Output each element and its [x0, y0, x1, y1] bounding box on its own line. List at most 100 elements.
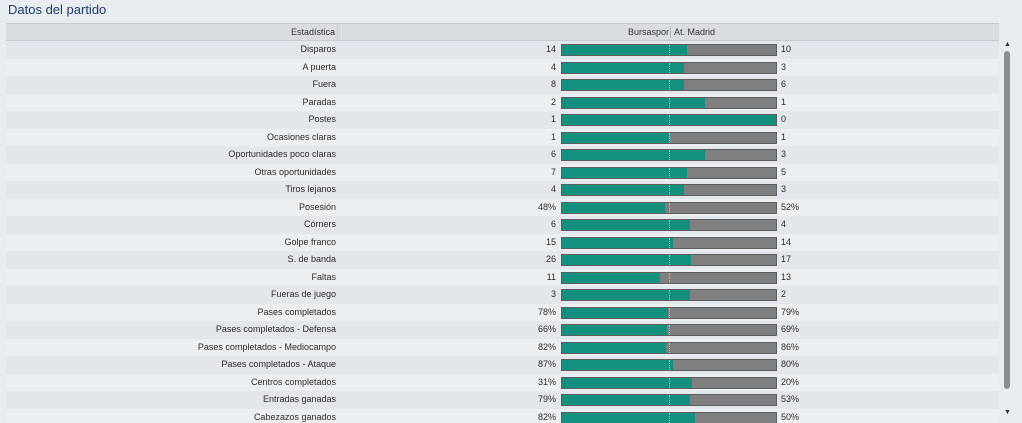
- home-value: 31%: [537, 376, 556, 387]
- bar-midline: [669, 220, 670, 230]
- table-row[interactable]: Faltas 11 13: [6, 268, 999, 286]
- comparison-bar: [561, 44, 777, 56]
- bar-midline: [669, 80, 670, 90]
- match-stats-table: Estadística Bursaspor At. Madrid Disparo…: [6, 23, 999, 423]
- bar-midline: [669, 272, 670, 283]
- away-value: 53%: [781, 394, 800, 404]
- scroll-up-icon[interactable]: ▲: [1004, 41, 1011, 48]
- bar-midline: [669, 115, 670, 125]
- comparison-bar: [561, 131, 777, 144]
- home-value: 6: [550, 219, 556, 229]
- scroll-down-icon[interactable]: ▼: [1004, 409, 1011, 416]
- table-row[interactable]: Pases completados - Mediocampo 82% 86%: [6, 338, 999, 356]
- away-value: 1: [781, 96, 787, 107]
- table-row[interactable]: Disparos 14 10: [6, 41, 999, 59]
- comparison-bar: [561, 236, 777, 249]
- bar-midline: [669, 62, 670, 73]
- table-header: Estadística Bursaspor At. Madrid: [6, 23, 999, 41]
- column-header-away[interactable]: At. Madrid: [674, 27, 716, 37]
- table-row[interactable]: Tiros lejanos 4 3: [6, 181, 999, 199]
- stat-label: Paradas: [302, 96, 336, 107]
- table-row[interactable]: Posesión 48% 52%: [6, 198, 999, 216]
- home-share-fill: [562, 132, 669, 143]
- table-row[interactable]: Pases completados - Ataque 87% 80%: [6, 356, 999, 374]
- bar-midline: [669, 360, 670, 370]
- table-row[interactable]: Entradas ganadas 79% 53%: [6, 391, 999, 409]
- away-value: 69%: [781, 324, 800, 334]
- stat-label: Ocasiones claras: [266, 131, 336, 142]
- stat-label: S. de banda: [287, 254, 336, 264]
- table-row[interactable]: S. de banda 26 17: [6, 251, 999, 269]
- away-value: 10: [781, 44, 792, 54]
- home-share-fill: [562, 202, 665, 213]
- away-value: 52%: [781, 201, 800, 212]
- table-row[interactable]: Córners 6 4: [6, 216, 999, 234]
- home-value: 4: [550, 61, 556, 72]
- stat-label: Oportunidades poco claras: [228, 149, 336, 159]
- away-value: 13: [781, 271, 792, 282]
- stat-label: Pases completados - Mediocampo: [197, 341, 336, 352]
- away-value: 6: [781, 79, 787, 89]
- home-value: 48%: [537, 201, 556, 212]
- table-row[interactable]: Oportunidades poco claras 6 3: [6, 146, 999, 164]
- bar-midline: [669, 412, 670, 423]
- home-share-fill: [562, 255, 692, 265]
- stat-label: Tiros lejanos: [285, 184, 336, 194]
- comparison-bar: [561, 184, 777, 196]
- bar-midline: [669, 97, 670, 108]
- table-row[interactable]: Ocasiones claras 1 1: [6, 128, 999, 146]
- home-share-fill: [562, 307, 669, 318]
- table-row[interactable]: A puerta 4 3: [6, 58, 999, 76]
- column-header-stat[interactable]: Estadística: [6, 24, 338, 40]
- column-header-home[interactable]: Bursaspor: [627, 27, 669, 37]
- comparison-bar: [561, 271, 777, 284]
- comparison-bar: [561, 219, 777, 231]
- home-value: 14: [545, 44, 556, 54]
- away-value: 17: [781, 254, 792, 264]
- away-value: 14: [781, 236, 792, 247]
- home-value: 6: [550, 149, 556, 159]
- home-value: 4: [550, 184, 556, 194]
- bar-midline: [669, 185, 670, 195]
- stat-label: Cabezazos ganados: [253, 411, 336, 422]
- away-value: 79%: [781, 306, 800, 317]
- home-value: 1: [550, 114, 556, 124]
- bar-midline: [669, 167, 670, 178]
- comparison-bar: [561, 166, 777, 179]
- table-row[interactable]: Cabezazos ganados 82% 50%: [6, 408, 999, 423]
- home-share-fill: [562, 45, 687, 55]
- table-row[interactable]: Pases completados 78% 79%: [6, 303, 999, 321]
- stat-label: Posesión: [298, 201, 336, 212]
- home-value: 8: [550, 79, 556, 89]
- table-row[interactable]: Paradas 2 1: [6, 93, 999, 111]
- table-row[interactable]: Fueras de juego 3 2: [6, 286, 999, 304]
- bar-midline: [669, 237, 670, 248]
- table-row[interactable]: Otras oportunidades 7 5: [6, 163, 999, 181]
- table-row[interactable]: Fuera 8 6: [6, 76, 999, 94]
- stat-label: Pases completados - Defensa: [215, 324, 336, 334]
- home-share-fill: [562, 272, 660, 283]
- away-value: 3: [781, 149, 787, 159]
- home-share-fill: [562, 412, 695, 423]
- table-row[interactable]: Centros completados 31% 20%: [6, 373, 999, 391]
- vertical-scrollbar[interactable]: ▲ ▼: [1003, 41, 1012, 417]
- table-row[interactable]: Postes 1 0: [6, 111, 999, 129]
- away-value: 1: [781, 131, 787, 142]
- home-value: 3: [550, 289, 556, 299]
- home-share-fill: [562, 325, 667, 335]
- comparison-bar: [561, 254, 777, 266]
- header-divider: [670, 26, 671, 38]
- away-value: 80%: [781, 359, 800, 369]
- home-value: 15: [545, 236, 556, 247]
- home-value: 11: [546, 271, 556, 282]
- comparison-bar: [561, 289, 777, 301]
- comparison-bar: [561, 324, 777, 336]
- comparison-bar: [561, 149, 777, 161]
- home-share-fill: [562, 167, 687, 178]
- stat-label: Otras oportunidades: [254, 166, 336, 177]
- scroll-thumb[interactable]: [1004, 51, 1010, 389]
- stat-label: Postes: [308, 114, 336, 124]
- home-value: 1: [550, 131, 556, 142]
- table-row[interactable]: Pases completados - Defensa 66% 69%: [6, 321, 999, 339]
- table-row[interactable]: Golpe franco 15 14: [6, 233, 999, 251]
